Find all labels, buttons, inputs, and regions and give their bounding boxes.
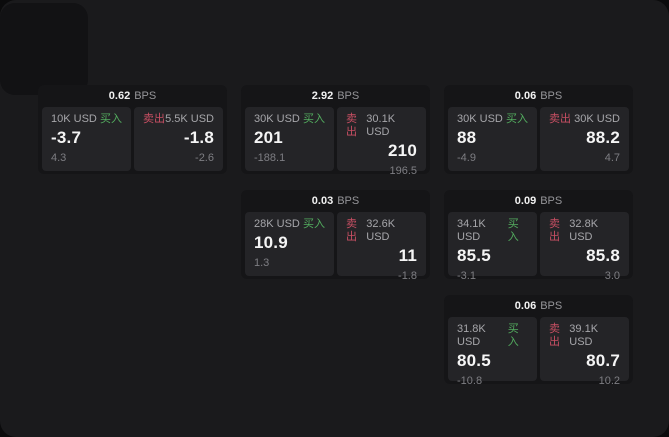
buy-sub-value: 4.3 <box>51 152 67 164</box>
sell-label: 卖出 <box>346 218 357 243</box>
buy-panel[interactable]: 34.1K USD 买入 85.5 -3.1 <box>448 212 537 282</box>
sell-sub-value: -1.8 <box>398 270 417 282</box>
sell-sub-value: 4.7 <box>604 152 620 164</box>
sell-panel[interactable]: 卖出 30.1K USD 210 196.5 <box>337 107 426 177</box>
buy-amount: 31.8K USD <box>457 323 486 348</box>
quote-card: 0.09 BPS 34.1K USD 买入 85.5 -3.1 卖出 32.8K… <box>444 190 633 282</box>
bps-value: 0.62 <box>108 90 131 102</box>
buy-label: 买入 <box>303 113 325 125</box>
sell-label: 卖出 <box>346 113 357 138</box>
bps-value: 0.09 <box>514 195 537 207</box>
sell-sub-value: 10.2 <box>598 375 620 387</box>
sell-label: 卖出 <box>143 113 165 125</box>
buy-panel[interactable]: 30K USD 买入 201 -188.1 <box>245 107 334 171</box>
buy-value: 80.5 <box>457 351 491 370</box>
bps-value: 0.03 <box>311 195 334 207</box>
sell-panel[interactable]: 卖出 39.1K USD 80.7 10.2 <box>540 317 629 387</box>
sell-sub-value: -2.6 <box>195 152 214 164</box>
sell-value: 88.2 <box>586 128 620 147</box>
buy-value: 201 <box>254 128 283 147</box>
sell-sub-value: 196.5 <box>389 165 417 177</box>
buy-panel[interactable]: 30K USD 买入 88 -4.9 <box>448 107 537 171</box>
sell-panel[interactable]: 卖出 30K USD 88.2 4.7 <box>540 107 629 171</box>
bps-value: 2.92 <box>311 90 334 102</box>
sell-value: 80.7 <box>586 351 620 370</box>
bps-unit: BPS <box>134 90 157 102</box>
buy-panel[interactable]: 10K USD 买入 -3.7 4.3 <box>42 107 131 171</box>
bps-header: 0.62 BPS <box>38 85 227 105</box>
bps-unit: BPS <box>540 300 563 312</box>
buy-label: 买入 <box>507 218 519 243</box>
sell-amount: 30.1K USD <box>366 113 396 138</box>
buy-amount: 30K USD <box>254 113 300 125</box>
bps-unit: BPS <box>540 90 563 102</box>
sell-label: 卖出 <box>549 218 560 243</box>
bps-header: 0.03 BPS <box>241 190 430 210</box>
sell-value: 210 <box>388 141 417 160</box>
buy-amount: 30K USD <box>457 113 503 125</box>
buy-label: 买入 <box>506 113 528 125</box>
quote-card: 2.92 BPS 30K USD 买入 201 -188.1 卖出 30.1K … <box>241 85 430 177</box>
quote-card: 0.06 BPS 30K USD 买入 88 -4.9 卖出 30K USD 8… <box>444 85 633 174</box>
buy-sub-value: -10.8 <box>457 375 483 387</box>
buy-label: 买入 <box>303 218 325 230</box>
sell-amount: 30K USD <box>574 113 620 125</box>
quote-card: 0.06 BPS 31.8K USD 买入 80.5 -10.8 卖出 39.1… <box>444 295 633 387</box>
bps-unit: BPS <box>540 195 563 207</box>
sell-value: 85.8 <box>586 246 620 265</box>
sell-label: 卖出 <box>549 323 560 348</box>
quote-card: 0.03 BPS 28K USD 买入 10.9 1.3 卖出 32.6K US… <box>241 190 430 282</box>
buy-sub-value: 1.3 <box>254 257 270 269</box>
corner-tile <box>0 3 88 95</box>
buy-value: 88 <box>457 128 477 147</box>
bps-unit: BPS <box>337 90 360 102</box>
sell-amount: 32.8K USD <box>569 218 599 243</box>
buy-amount: 10K USD <box>51 113 97 125</box>
bps-value: 0.06 <box>514 90 537 102</box>
bps-unit: BPS <box>337 195 360 207</box>
bps-header: 0.06 BPS <box>444 85 633 105</box>
sell-sub-value: 3.0 <box>604 270 620 282</box>
buy-amount: 28K USD <box>254 218 300 230</box>
buy-panel[interactable]: 31.8K USD 买入 80.5 -10.8 <box>448 317 537 387</box>
bps-header: 2.92 BPS <box>241 85 430 105</box>
buy-value: 85.5 <box>457 246 491 265</box>
sell-value: -1.8 <box>183 128 214 147</box>
sell-panel[interactable]: 卖出 5.5K USD -1.8 -2.6 <box>134 107 223 171</box>
buy-sub-value: -3.1 <box>457 270 476 282</box>
buy-label: 买入 <box>507 323 519 348</box>
buy-sub-value: -4.9 <box>457 152 476 164</box>
buy-amount: 34.1K USD <box>457 218 486 243</box>
sell-amount: 5.5K USD <box>165 113 214 125</box>
buy-panel[interactable]: 28K USD 买入 10.9 1.3 <box>245 212 334 276</box>
sell-value: 11 <box>398 246 417 265</box>
buy-value: -3.7 <box>51 128 82 147</box>
sell-amount: 32.6K USD <box>366 218 396 243</box>
buy-sub-value: -188.1 <box>254 152 286 164</box>
buy-value: 10.9 <box>254 233 288 252</box>
sell-amount: 39.1K USD <box>569 323 599 348</box>
sell-label: 卖出 <box>549 113 571 125</box>
bps-header: 0.06 BPS <box>444 295 633 315</box>
quote-card: 0.62 BPS 10K USD 买入 -3.7 4.3 卖出 5.5K USD… <box>38 85 227 174</box>
sell-panel[interactable]: 卖出 32.6K USD 11 -1.8 <box>337 212 426 282</box>
bps-header: 0.09 BPS <box>444 190 633 210</box>
sell-panel[interactable]: 卖出 32.8K USD 85.8 3.0 <box>540 212 629 282</box>
bps-value: 0.06 <box>514 300 537 312</box>
buy-label: 买入 <box>100 113 122 125</box>
